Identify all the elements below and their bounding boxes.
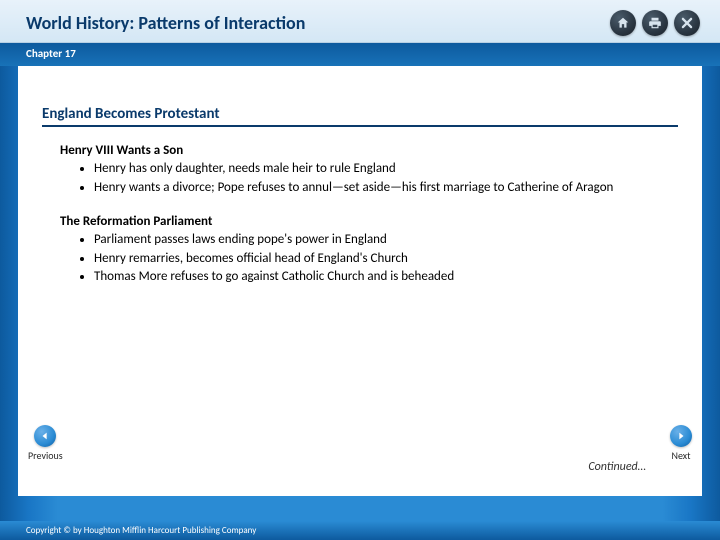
previous-label: Previous <box>28 449 63 462</box>
list-item: Henry wants a divorce; Pope refuses to a… <box>94 179 678 197</box>
chapter-bar: Chapter 17 <box>0 43 720 66</box>
previous-button[interactable]: Previous <box>28 425 63 462</box>
next-label: Next <box>670 449 692 462</box>
slide-frame: World History: Patterns of Interaction C… <box>0 0 720 540</box>
block-heading: The Reformation Parliament <box>60 214 678 229</box>
next-arrow-icon <box>670 425 692 447</box>
home-button[interactable] <box>610 10 636 36</box>
copyright-text: Copyright © by Houghton Mifflin Harcourt… <box>26 525 256 536</box>
chapter-label: Chapter 17 <box>26 47 76 60</box>
list-item: Thomas More refuses to go against Cathol… <box>94 268 678 286</box>
close-button[interactable] <box>674 10 700 36</box>
content-block: Henry VIII Wants a Son Henry has only da… <box>60 143 678 196</box>
section-title: England Becomes Protestant <box>42 105 678 127</box>
block-heading: Henry VIII Wants a Son <box>60 143 678 158</box>
list-item: Henry has only daughter, needs male heir… <box>94 160 678 178</box>
bullet-list: Henry has only daughter, needs male heir… <box>94 160 678 196</box>
list-item: Henry remarries, becomes official head o… <box>94 250 678 268</box>
content-area: England Becomes Protestant Henry VIII Wa… <box>18 66 702 496</box>
previous-arrow-icon <box>34 425 56 447</box>
bullet-list: Parliament passes laws ending pope's pow… <box>94 231 678 286</box>
next-button[interactable]: Next <box>670 425 692 462</box>
continued-label: Continued… <box>588 460 646 474</box>
home-icon <box>616 16 630 30</box>
footer-bar: Copyright © by Houghton Mifflin Harcourt… <box>0 521 720 540</box>
print-button[interactable] <box>642 10 668 36</box>
title-bar: World History: Patterns of Interaction <box>0 0 720 43</box>
print-icon <box>648 16 662 30</box>
list-item: Parliament passes laws ending pope's pow… <box>94 231 678 249</box>
content-block: The Reformation Parliament Parliament pa… <box>60 214 678 286</box>
close-icon <box>680 16 694 30</box>
book-title: World History: Patterns of Interaction <box>26 12 305 34</box>
title-icon-group <box>610 10 700 36</box>
